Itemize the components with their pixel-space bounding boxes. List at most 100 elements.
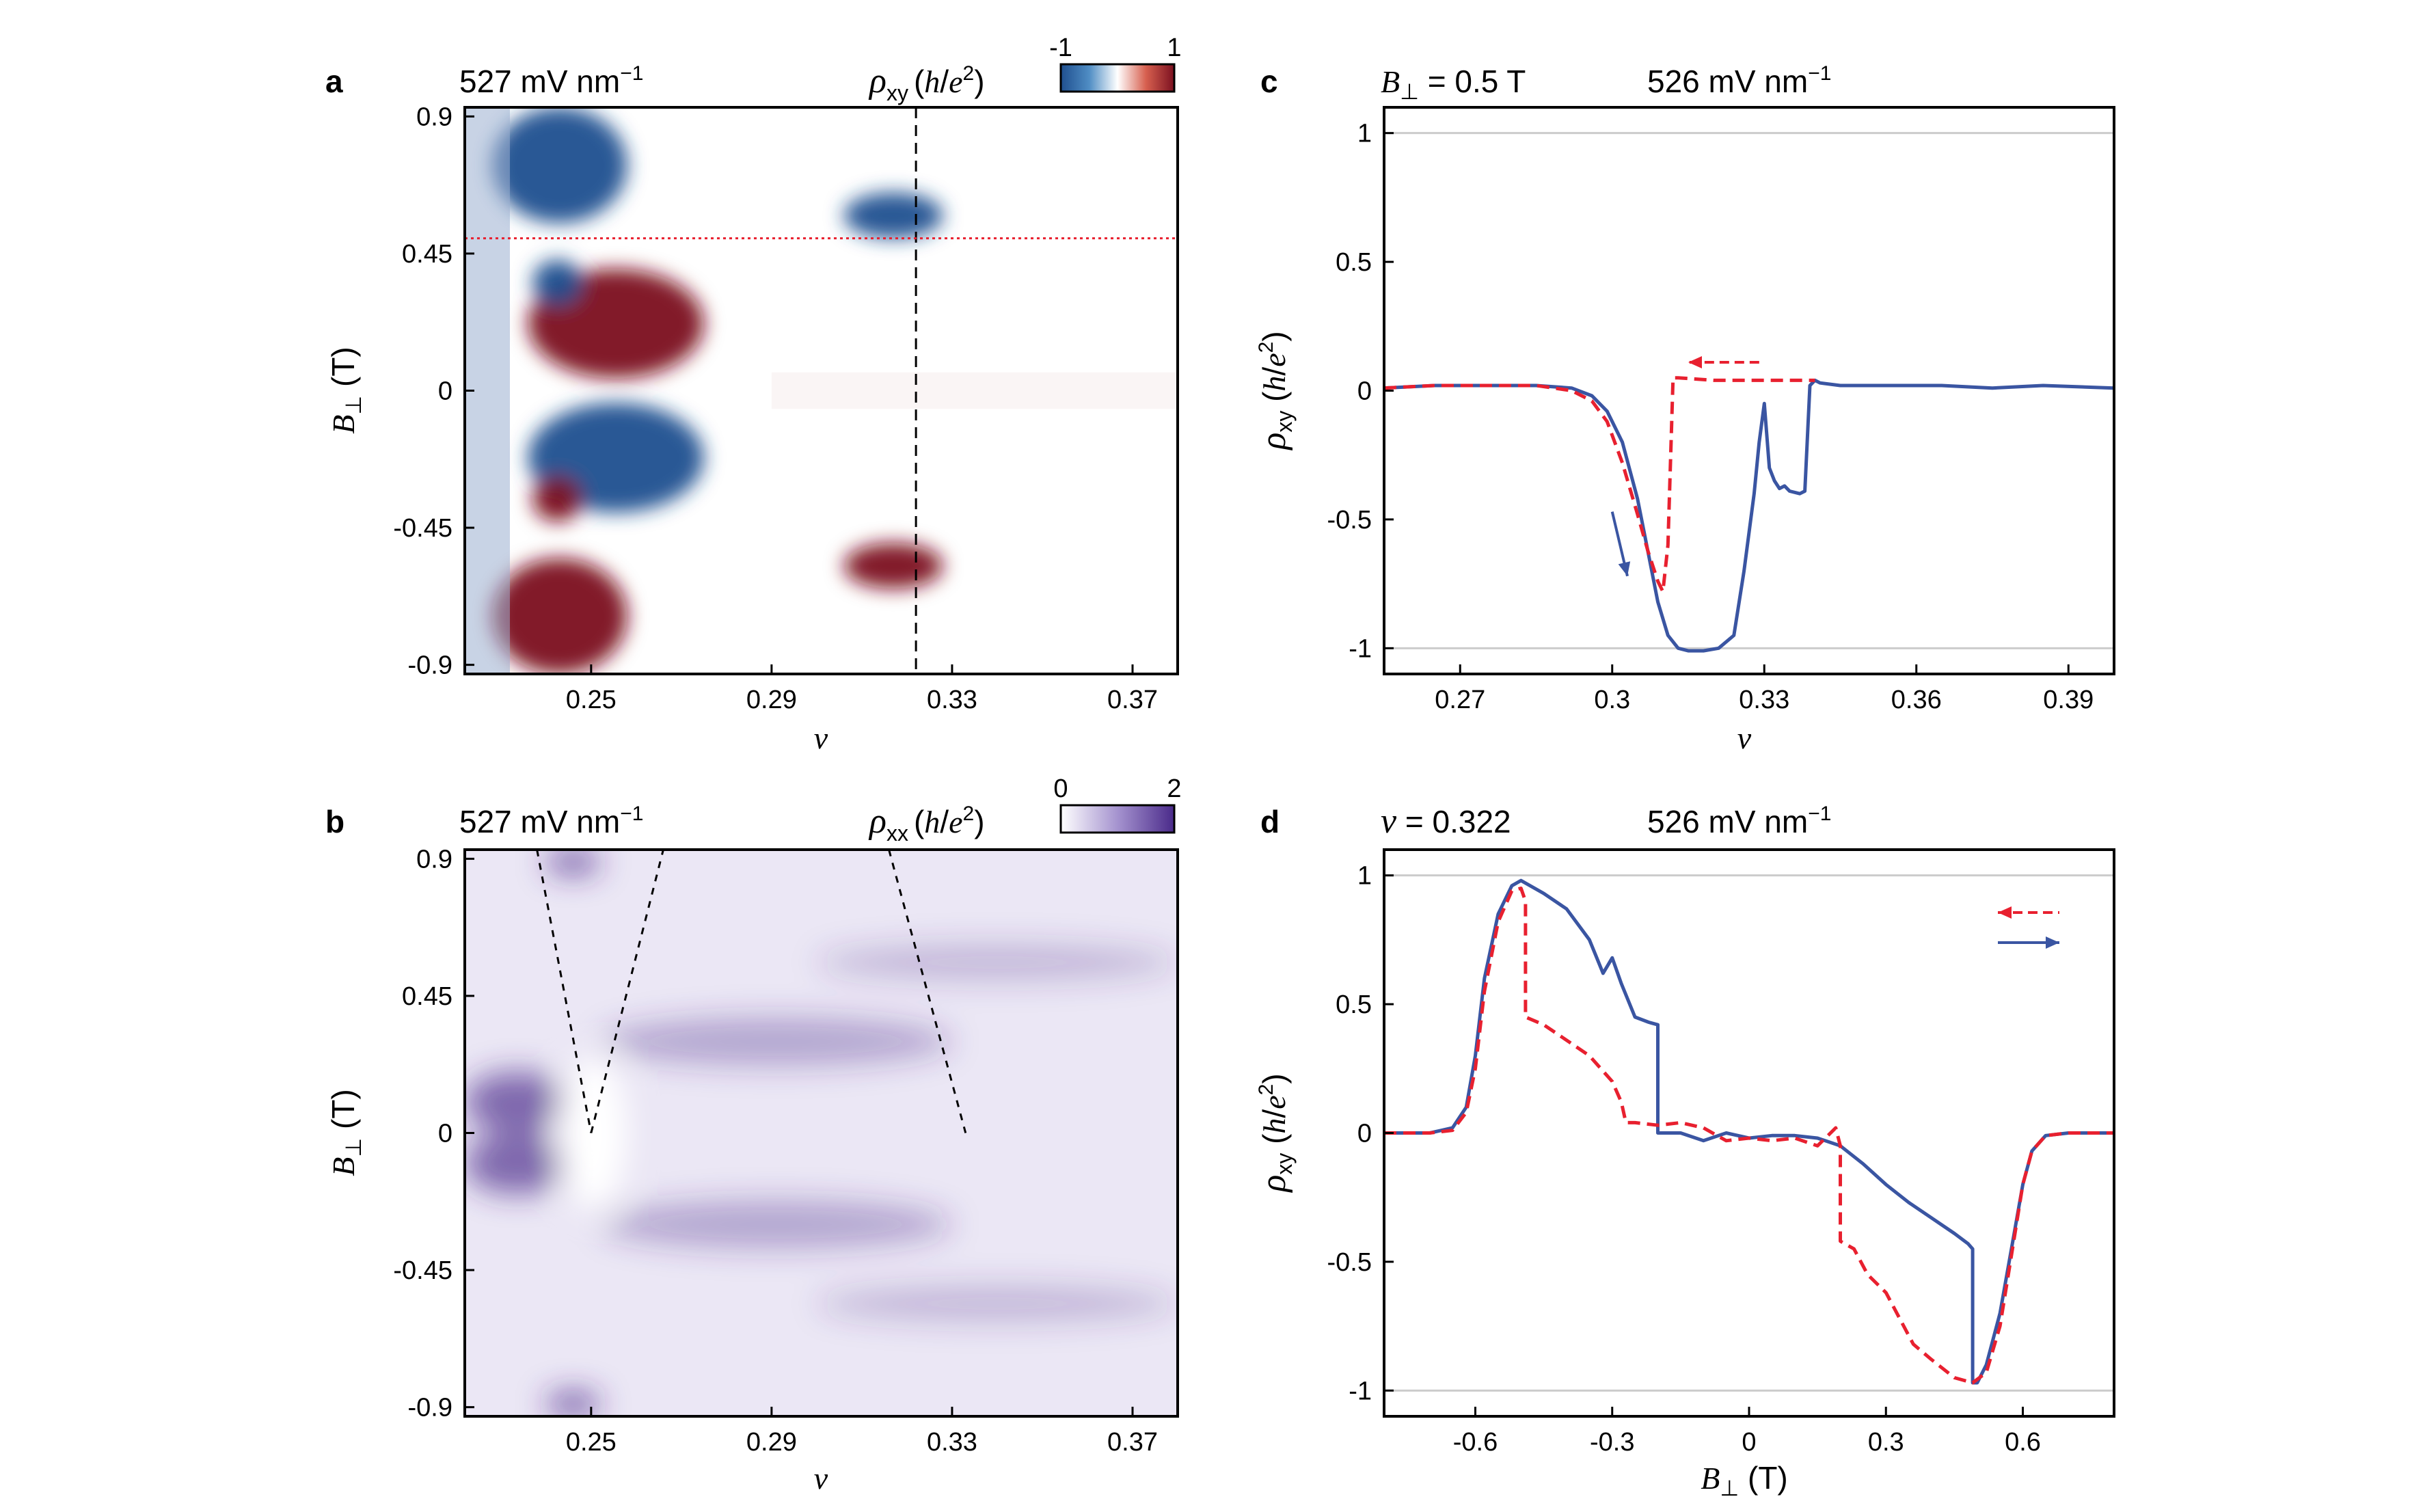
axes-b-ylabel: B⊥ (T) — [325, 1089, 366, 1176]
xtick-label-c-1: 0.3 — [1594, 686, 1630, 714]
panel-c-condition: B⊥ = 0.5 T — [1381, 64, 1526, 104]
heatmap-b-region-0 — [465, 1072, 569, 1133]
heatmap-a-region-2 — [532, 259, 582, 306]
ytick-label-b-2: 0 — [438, 1120, 452, 1148]
panel-c: c B⊥ = 0.5 T 526 mV nm−1 0.27 0.3 0.33 0.36… — [1254, 62, 2115, 755]
xtick-label-b-3: 0.37 — [1107, 1428, 1158, 1457]
ytick-label-b-3: -0.45 — [393, 1256, 452, 1285]
heatmap-b-region-2 — [545, 850, 601, 874]
heatmap-b-region-1 — [465, 1133, 569, 1194]
axes-c-ylabel: ρxy (h/e2) — [1254, 331, 1297, 450]
panel-a-field: 527 mV nm−1 — [459, 62, 643, 99]
panel-b-letter: b — [325, 804, 344, 839]
legend-d-arrowhead-1 — [2046, 936, 2059, 949]
heatmap-a — [465, 107, 1178, 674]
xtick-label-a-0: 0.25 — [566, 686, 617, 714]
series-d-0 — [1384, 878, 2114, 1385]
axes-d-ticks: -0.6 -0.3 0 0.3 0.6 1 0.5 0 -0.5 -1 — [1327, 862, 2041, 1457]
legend-d-arrowhead-0 — [1998, 906, 2012, 919]
panel-d-field: 526 mV nm−1 — [1647, 802, 1831, 839]
ytick-label-a-3: -0.45 — [393, 514, 452, 543]
panel-d: d ν = 0.322 526 mV nm−1 -0.6 -0.3 0 0.3 0.6 1… — [1254, 802, 2115, 1500]
colorbar-a — [1059, 63, 1176, 93]
colorbar-b — [1059, 804, 1176, 834]
ytick-label-c-3: -0.5 — [1327, 506, 1372, 535]
panel-b-quantity: ρxx (h/e2) — [868, 802, 985, 846]
axes-b-ticks: 0.25 0.29 0.33 0.37 0.9 0.45 0 -0.45 -0.9 — [393, 845, 1158, 1457]
axes-c-xlabel: ν — [1737, 720, 1752, 755]
xtick-label-a-3: 0.37 — [1107, 686, 1158, 714]
panel-a-letter: a — [325, 64, 343, 99]
xtick-label-d-3: 0.3 — [1868, 1428, 1904, 1457]
ytick-label-d-4: -1 — [1349, 1377, 1372, 1405]
colorbar-b-max: 2 — [1167, 774, 1181, 803]
plot-c — [1384, 132, 2114, 653]
heatmap-a-region-5 — [491, 558, 627, 674]
axes-a-ylabel: B⊥ (T) — [325, 347, 366, 434]
ytick-label-b-0: 0.9 — [416, 845, 452, 874]
ytick-label-d-1: 0.5 — [1336, 990, 1372, 1019]
panel-d-condition: ν = 0.322 — [1381, 802, 1511, 841]
arrowhead-c-0 — [1688, 356, 1702, 369]
ytick-label-c-0: 1 — [1357, 120, 1372, 148]
xtick-label-d-4: 0.6 — [2005, 1428, 2041, 1457]
series-c-0 — [1384, 378, 2114, 653]
panel-b-field: 527 mV nm−1 — [459, 802, 643, 839]
xtick-label-b-1: 0.29 — [746, 1428, 797, 1457]
panel-c-field: 526 mV nm−1 — [1647, 62, 1831, 99]
panel-a-quantity: ρxy (h/e2) — [868, 62, 985, 105]
legend-d — [1998, 906, 2059, 949]
xtick-label-d-1: -0.3 — [1590, 1428, 1634, 1457]
xtick-label-c-3: 0.36 — [1891, 686, 1942, 714]
heatmap-b-regions — [465, 850, 1178, 1416]
arrowhead-c-1 — [1618, 561, 1631, 576]
xtick-label-d-0: -0.6 — [1453, 1428, 1498, 1457]
ytick-label-b-4: -0.9 — [408, 1394, 452, 1422]
xtick-label-b-2: 0.33 — [927, 1428, 977, 1457]
heatmap-b-white-gap — [559, 1057, 627, 1209]
heatmap-b-region-3 — [545, 1392, 601, 1416]
ytick-label-a-2: 0 — [438, 377, 452, 406]
ytick-label-c-4: -1 — [1349, 634, 1372, 663]
plot-d-lines — [1384, 874, 2114, 1392]
ytick-label-c-2: 0 — [1357, 377, 1372, 406]
panel-a: a 527 mV nm−1 ρxy (h/e2) -1 1 0.25 0.29 0.3… — [325, 33, 1182, 755]
series-d-1 — [1384, 887, 2114, 1385]
xtick-label-b-0: 0.25 — [566, 1428, 617, 1457]
xtick-label-c-4: 0.39 — [2043, 686, 2094, 714]
colorbar-a-min: -1 — [1049, 33, 1072, 62]
series-c-1 — [1384, 376, 1815, 593]
ytick-label-d-0: 1 — [1357, 862, 1372, 891]
heatmap-b — [465, 850, 1178, 1416]
xtick-label-a-1: 0.29 — [746, 686, 797, 714]
axes-c-frame — [1383, 106, 2115, 675]
ytick-label-a-4: -0.9 — [408, 651, 452, 680]
xtick-label-a-2: 0.33 — [927, 686, 977, 714]
colorbar-b-min: 0 — [1053, 774, 1068, 803]
heatmap-b-region-7 — [816, 1285, 1178, 1322]
heatmap-b-region-6 — [816, 944, 1178, 981]
heatmap-a-region-7 — [843, 543, 943, 589]
xtick-label-c-0: 0.27 — [1435, 686, 1485, 714]
heatmap-a-region-6 — [843, 192, 943, 239]
heatmap-a-regions — [491, 107, 943, 674]
axes-c-ticks: 0.27 0.3 0.33 0.36 0.39 1 0.5 0 -0.5 -1 — [1327, 120, 2094, 714]
ytick-label-a-0: 0.9 — [416, 103, 452, 131]
heatmap-a-center-band — [771, 372, 1178, 409]
ytick-label-d-2: 0 — [1357, 1120, 1372, 1148]
heatmap-a-region-4 — [532, 476, 582, 522]
panel-b: b 527 mV nm−1 ρxx (h/e2) 0 2 0.25 0.29 0.33… — [325, 774, 1182, 1496]
axes-a-ticks: 0.25 0.29 0.33 0.37 0.9 0.45 0 -0.45 -0.9 — [393, 103, 1158, 714]
heatmap-a-region-0 — [491, 107, 627, 224]
axes-d-ylabel: ρxy (h/e2) — [1254, 1073, 1297, 1193]
panel-d-letter: d — [1260, 804, 1280, 839]
heatmap-b-region-5 — [600, 1200, 952, 1249]
axes-a-xlabel: ν — [814, 720, 828, 755]
heatmap-a-markers — [465, 107, 1178, 674]
axes-d-xlabel: B⊥ (T) — [1701, 1460, 1788, 1500]
xtick-label-c-2: 0.33 — [1739, 686, 1789, 714]
plot-d — [1384, 874, 2114, 1392]
ytick-label-c-1: 0.5 — [1336, 248, 1372, 277]
axes-b-xlabel: ν — [814, 1461, 828, 1496]
